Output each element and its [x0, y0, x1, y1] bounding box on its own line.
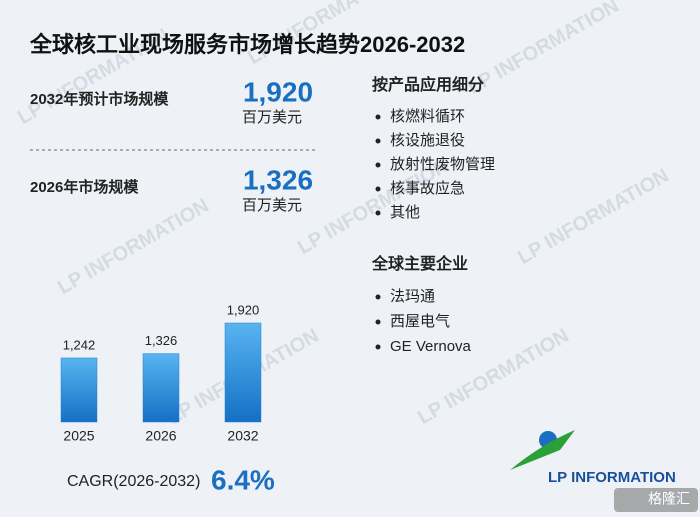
bar — [60, 357, 98, 423]
stat-value: 1,920 — [243, 76, 313, 107]
bullet — [375, 210, 381, 216]
list-item: 法玛通 — [390, 288, 435, 305]
bullet — [375, 114, 381, 120]
stat-label: 2026年市场规模 — [30, 178, 139, 196]
bar — [142, 353, 180, 423]
badge — [614, 488, 698, 512]
corner-badge: 格隆汇 — [648, 491, 690, 507]
cagr-value: 6.4% — [211, 464, 275, 495]
watermark: LP INFORMATION — [514, 165, 673, 269]
bullet — [375, 162, 381, 168]
stat-value: 1,326 — [243, 164, 313, 195]
bullet — [375, 138, 381, 144]
bullet — [375, 186, 381, 192]
bar — [224, 322, 262, 423]
bullet — [375, 344, 381, 350]
list-item: 核燃料循环 — [390, 107, 465, 125]
list-item: 西屋电气 — [390, 313, 450, 330]
bullet — [375, 319, 381, 325]
list-item: 放射性废物管理 — [390, 156, 495, 173]
x-tick-label: 2025 — [63, 428, 94, 444]
cagr-label: CAGR(2026-2032) — [67, 473, 200, 490]
watermark: LP INFORMATION — [54, 195, 213, 299]
logo-text: LP INFORMATION — [548, 469, 676, 486]
list-title: 全球主要企业 — [371, 254, 468, 273]
list-item: 核设施退役 — [390, 132, 465, 149]
value-label: 1,920 — [227, 302, 260, 317]
bullet — [375, 294, 381, 300]
stat-unit: 百万美元 — [242, 109, 302, 126]
list-item: GE Vernova — [390, 338, 472, 355]
watermarks: LP INFORMATION LP INFORMATION LP INFORMATI… — [14, 0, 673, 429]
value-label: 1,326 — [145, 333, 178, 348]
x-tick-label: 2032 — [227, 428, 258, 444]
logo: LP INFORMATION — [510, 430, 676, 486]
list-title: 按产品应用细分 — [372, 75, 484, 94]
list-item: 其他 — [390, 204, 420, 221]
x-tick-label: 2026 — [145, 428, 176, 444]
list-item: 核事故应急 — [390, 179, 465, 197]
stat-label: 2032年预计市场规模 — [30, 90, 169, 108]
value-label: 1,242 — [63, 337, 96, 352]
stat-unit: 百万美元 — [242, 197, 302, 214]
watermark: LP INFORMATION — [464, 0, 623, 99]
title: 全球核工业现场服务市场增长趋势2026-2032 — [29, 32, 465, 57]
